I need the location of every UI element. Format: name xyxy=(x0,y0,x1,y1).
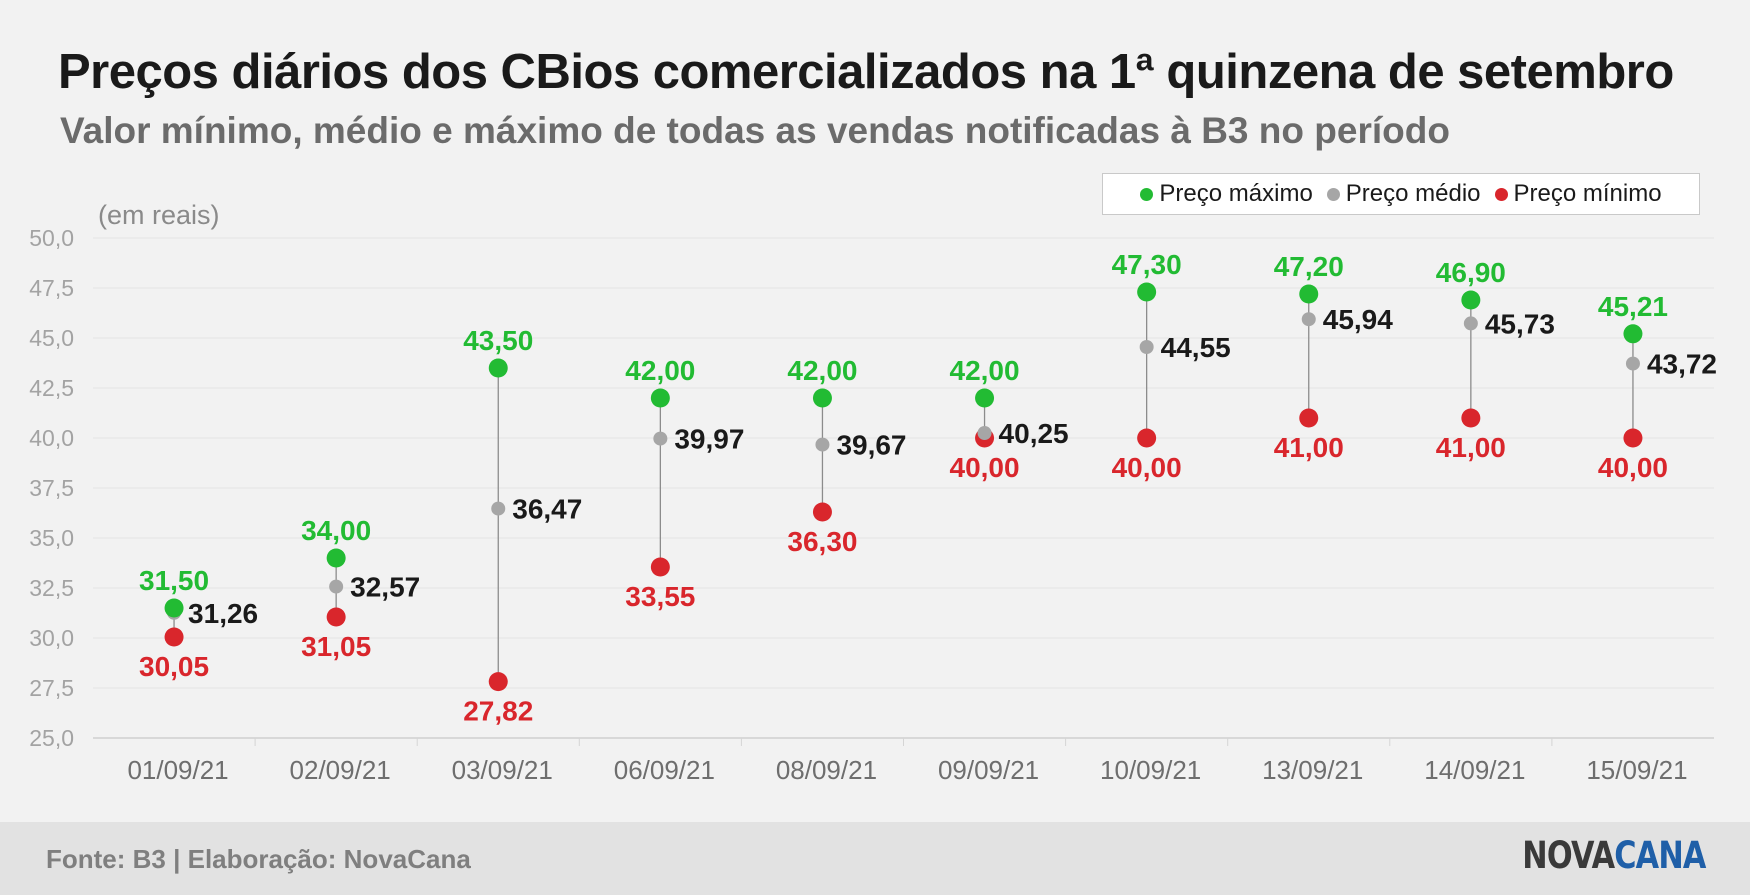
min-data-label: 41,00 xyxy=(1436,432,1506,463)
max-point xyxy=(650,388,670,408)
avg-data-label: 36,47 xyxy=(512,494,582,525)
max-data-label: 31,50 xyxy=(139,565,209,596)
x-tick-label: 13/09/21 xyxy=(1262,755,1363,785)
min-data-label: 40,00 xyxy=(1598,452,1668,483)
legend-item-avg: Preço médio xyxy=(1326,180,1481,208)
min-point xyxy=(1137,428,1157,448)
novacana-logo: NOVACANA xyxy=(1522,834,1707,877)
max-point xyxy=(488,358,508,378)
max-data-label: 47,30 xyxy=(1112,249,1182,280)
avg-point xyxy=(977,426,992,440)
y-tick-label: 47,5 xyxy=(29,275,74,301)
min-data-label: 40,00 xyxy=(1112,452,1182,483)
avg-point xyxy=(329,579,344,594)
avg-data-label: 31,26 xyxy=(188,598,258,629)
y-tick-label: 27,5 xyxy=(29,675,74,701)
legend-max-label: Preço máximo xyxy=(1159,180,1313,207)
min-point xyxy=(1623,428,1643,448)
y-tick-label: 32,5 xyxy=(29,575,74,601)
max-point xyxy=(326,548,346,568)
legend-item-max: Preço máximo xyxy=(1140,180,1313,208)
min-point xyxy=(1299,408,1319,428)
y-tick-label: 30,0 xyxy=(29,625,74,651)
x-tick-label: 03/09/21 xyxy=(452,755,553,785)
avg-data-label: 39,67 xyxy=(836,430,906,461)
max-point xyxy=(1137,282,1157,302)
avg-point xyxy=(1463,316,1478,331)
max-point xyxy=(1623,324,1643,344)
y-tick-label: 42,5 xyxy=(29,375,74,401)
source-text: Fonte: B3 | Elaboração: NovaCana xyxy=(46,844,471,874)
min-point xyxy=(650,557,670,577)
chart-title: Preços diários dos CBios comercializados… xyxy=(58,45,1674,99)
max-data-label: 42,00 xyxy=(625,355,695,386)
min-point xyxy=(326,607,346,627)
x-tick-label: 02/09/21 xyxy=(290,755,391,785)
x-tick-label: 14/09/21 xyxy=(1424,755,1525,785)
min-point xyxy=(164,627,184,647)
max-data-label: 46,90 xyxy=(1436,257,1506,288)
max-point xyxy=(1299,284,1319,304)
max-data-label: 34,00 xyxy=(301,515,371,546)
min-data-label: 30,05 xyxy=(139,651,209,682)
min-data-label: 27,82 xyxy=(463,696,533,727)
avg-data-label: 44,55 xyxy=(1161,332,1231,363)
avg-data-label: 32,57 xyxy=(350,572,420,603)
avg-data-label: 45,73 xyxy=(1485,308,1555,339)
min-data-label: 33,55 xyxy=(625,581,695,612)
avg-point xyxy=(653,431,668,446)
avg-data-label: 43,72 xyxy=(1647,349,1717,380)
legend-avg-label: Preço médio xyxy=(1345,180,1481,207)
avg-point xyxy=(815,437,830,452)
min-data-label: 41,00 xyxy=(1274,432,1344,463)
y-tick-label: 50,0 xyxy=(29,225,74,251)
min-point xyxy=(812,502,832,522)
legend: Preço máximo Preço médio Preço mínimo xyxy=(1102,173,1700,215)
avg-data-label: 45,94 xyxy=(1323,304,1393,335)
x-tick-label: 15/09/21 xyxy=(1586,755,1687,785)
y-tick-label: 45,0 xyxy=(29,325,74,351)
max-point xyxy=(1461,290,1481,310)
chart-plot: 25,0 27,5 30,0 32,5 35,0 37,5 40,0 42,5 45,0 47,5… xyxy=(29,225,1717,785)
legend-min-dot-icon xyxy=(1494,187,1508,201)
footer: Fonte: B3 | Elaboração: NovaCana NOVACAN… xyxy=(0,822,1750,895)
min-point xyxy=(488,672,508,692)
y-tick-label: 37,5 xyxy=(29,475,74,501)
min-data-label: 40,00 xyxy=(950,452,1020,483)
legend-item-min: Preço mínimo xyxy=(1494,180,1662,208)
avg-point xyxy=(1139,340,1154,354)
chart-subtitle: Valor mínimo, médio e máximo de todas as… xyxy=(60,110,1450,151)
y-axis-unit-label: (em reais) xyxy=(98,200,220,230)
max-point xyxy=(975,388,995,408)
avg-point xyxy=(1301,312,1316,327)
max-data-label: 47,20 xyxy=(1274,251,1344,282)
y-tick-label: 40,0 xyxy=(29,425,74,451)
logo-part-cana: CANA xyxy=(1614,834,1707,877)
max-point xyxy=(812,388,832,408)
min-data-label: 36,30 xyxy=(787,526,857,557)
avg-data-label: 40,25 xyxy=(999,418,1069,449)
x-tick-label: 06/09/21 xyxy=(614,755,715,785)
max-data-label: 45,21 xyxy=(1598,291,1668,322)
max-point xyxy=(164,598,184,618)
x-tick-label: 01/09/21 xyxy=(127,755,228,785)
x-tick-label: 09/09/21 xyxy=(938,755,1039,785)
logo-part-nova: NOVA xyxy=(1522,834,1616,877)
min-point xyxy=(1461,408,1481,428)
max-data-label: 42,00 xyxy=(950,355,1020,386)
max-data-label: 42,00 xyxy=(787,355,857,386)
legend-max-dot-icon xyxy=(1140,187,1154,201)
avg-point xyxy=(491,501,506,516)
min-data-label: 31,05 xyxy=(301,631,371,662)
legend-avg-dot-icon xyxy=(1326,187,1340,201)
legend-min-label: Preço mínimo xyxy=(1513,180,1662,207)
avg-point xyxy=(1625,356,1640,371)
y-tick-label: 25,0 xyxy=(29,725,74,751)
avg-data-label: 39,97 xyxy=(674,424,744,455)
x-tick-label: 08/09/21 xyxy=(776,755,877,785)
x-tick-label: 10/09/21 xyxy=(1100,755,1201,785)
max-data-label: 43,50 xyxy=(463,325,533,356)
y-tick-label: 35,0 xyxy=(29,525,74,551)
